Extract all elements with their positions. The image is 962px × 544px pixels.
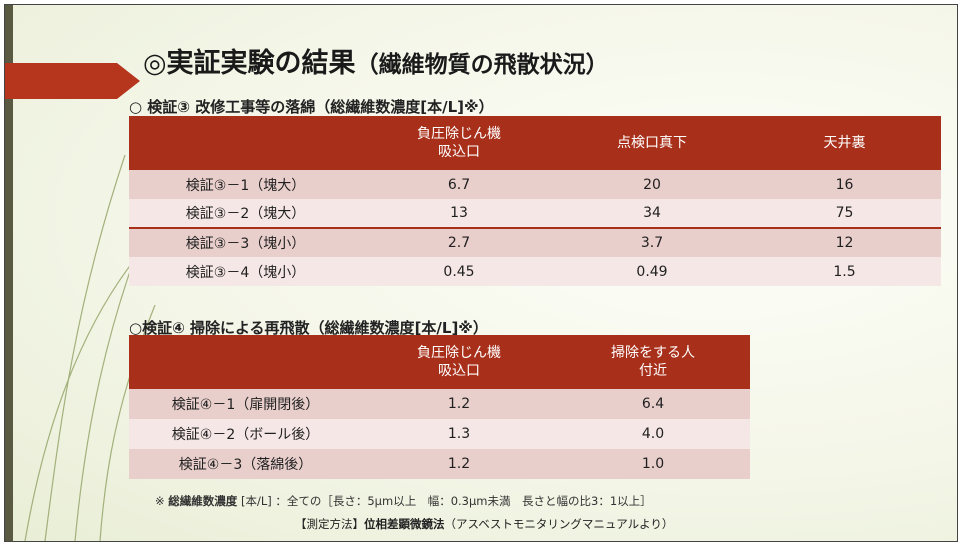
table-row: 検証③－2（塊大） 13 34 75 [129,199,941,228]
row-label: 検証③－1（塊大） [129,170,362,199]
row-label: 検証④－1（扉開閉後） [129,389,362,419]
table-row: 検証④－2（ボール後） 1.3 4.0 [129,419,750,449]
table-cell: 16 [748,170,941,199]
row-label: 検証④－3（落綿後） [129,449,362,479]
method-name: 位相差顕微鏡法 [364,517,445,531]
table-cell: 1.0 [556,449,750,479]
table-cell: 6.4 [556,389,750,419]
header-cell: 点検口真下 [556,116,748,170]
table-cell: 1.5 [748,257,941,286]
table-cell: 4.0 [556,419,750,449]
footnote-prefix: ※ [155,494,169,508]
title-ribbon [5,63,140,99]
table-cell: 75 [748,199,941,228]
table-row: 検証④－3（落綿後） 1.2 1.0 [129,449,750,479]
table-cell: 13 [362,199,556,228]
table-row: 検証③－1（塊大） 6.7 20 16 [129,170,941,199]
table-cell: 34 [556,199,748,228]
table-cell: 2.7 [362,227,556,257]
method-prefix: 【測定方法】 [295,517,364,531]
table-cell: 0.49 [556,257,748,286]
section3-table: 負圧除じん機 吸込口 点検口真下 天井裏 検証③－1（塊大） 6.7 20 16… [129,116,941,286]
page-title: ◎実証実験の結果（繊維物質の飛散状況） [143,41,609,80]
footnote-term: 総繊維数濃度 [168,494,238,508]
title-sub: （繊維物質の飛散状況） [355,52,609,78]
table-row: 検証④－1（扉開閉後） 1.2 6.4 [129,389,750,419]
table-header-row: 負圧除じん機 吸込口 掃除をする人 付近 [129,335,750,389]
table-cell: 20 [556,170,748,199]
title-main: ◎実証実験の結果 [143,48,356,79]
method-source: （アスベストモニタリングマニュアルより） [444,517,674,531]
row-label: 検証④－2（ボール後） [129,419,362,449]
header-cell: 天井裏 [748,116,941,170]
header-cell: 負圧除じん機 吸込口 [362,335,556,389]
table-header-row: 負圧除じん機 吸込口 点検口真下 天井裏 [129,116,941,170]
table-row: 検証③－4（塊小） 0.45 0.49 1.5 [129,257,941,286]
row-label: 検証③－4（塊小） [129,257,362,286]
header-cell [129,335,362,389]
table-cell: 0.45 [362,257,556,286]
header-cell [129,116,362,170]
left-bar [5,5,13,541]
row-label: 検証③－2（塊大） [129,199,362,228]
header-cell: 負圧除じん機 吸込口 [362,116,556,170]
measurement-method: 【測定方法】位相差顕微鏡法（アスベストモニタリングマニュアルより） [295,516,673,532]
table-cell: 1.3 [362,419,556,449]
row-label: 検証③－3（塊小） [129,227,362,257]
table-row: 検証③－3（塊小） 2.7 3.7 12 [129,227,941,257]
slide: ◎実証実験の結果（繊維物質の飛散状況） ○ 検証③ 改修工事等の落綿（総繊維数濃… [4,4,958,542]
section4-table: 負圧除じん機 吸込口 掃除をする人 付近 検証④－1（扉開閉後） 1.2 6.4… [129,335,750,479]
table-cell: 3.7 [556,227,748,257]
table-cell: 1.2 [362,389,556,419]
section3-heading: ○ 検証③ 改修工事等の落綿（総繊維数濃度[本/L]※） [129,98,494,116]
section4-heading: ○検証④ 掃除による再飛散（総繊維数濃度[本/L]※） [129,319,488,337]
table-cell: 6.7 [362,170,556,199]
footnote: ※ 総繊維数濃度 [本/L] ：全ての［長さ：5μm以上 幅：0.3μm未満 長… [155,493,652,509]
header-cell: 掃除をする人 付近 [556,335,750,389]
footnote-text: [本/L] ：全ての［長さ：5μm以上 幅：0.3μm未満 長さと幅の比3：1以… [237,494,652,508]
table-cell: 1.2 [362,449,556,479]
table-cell: 12 [748,227,941,257]
